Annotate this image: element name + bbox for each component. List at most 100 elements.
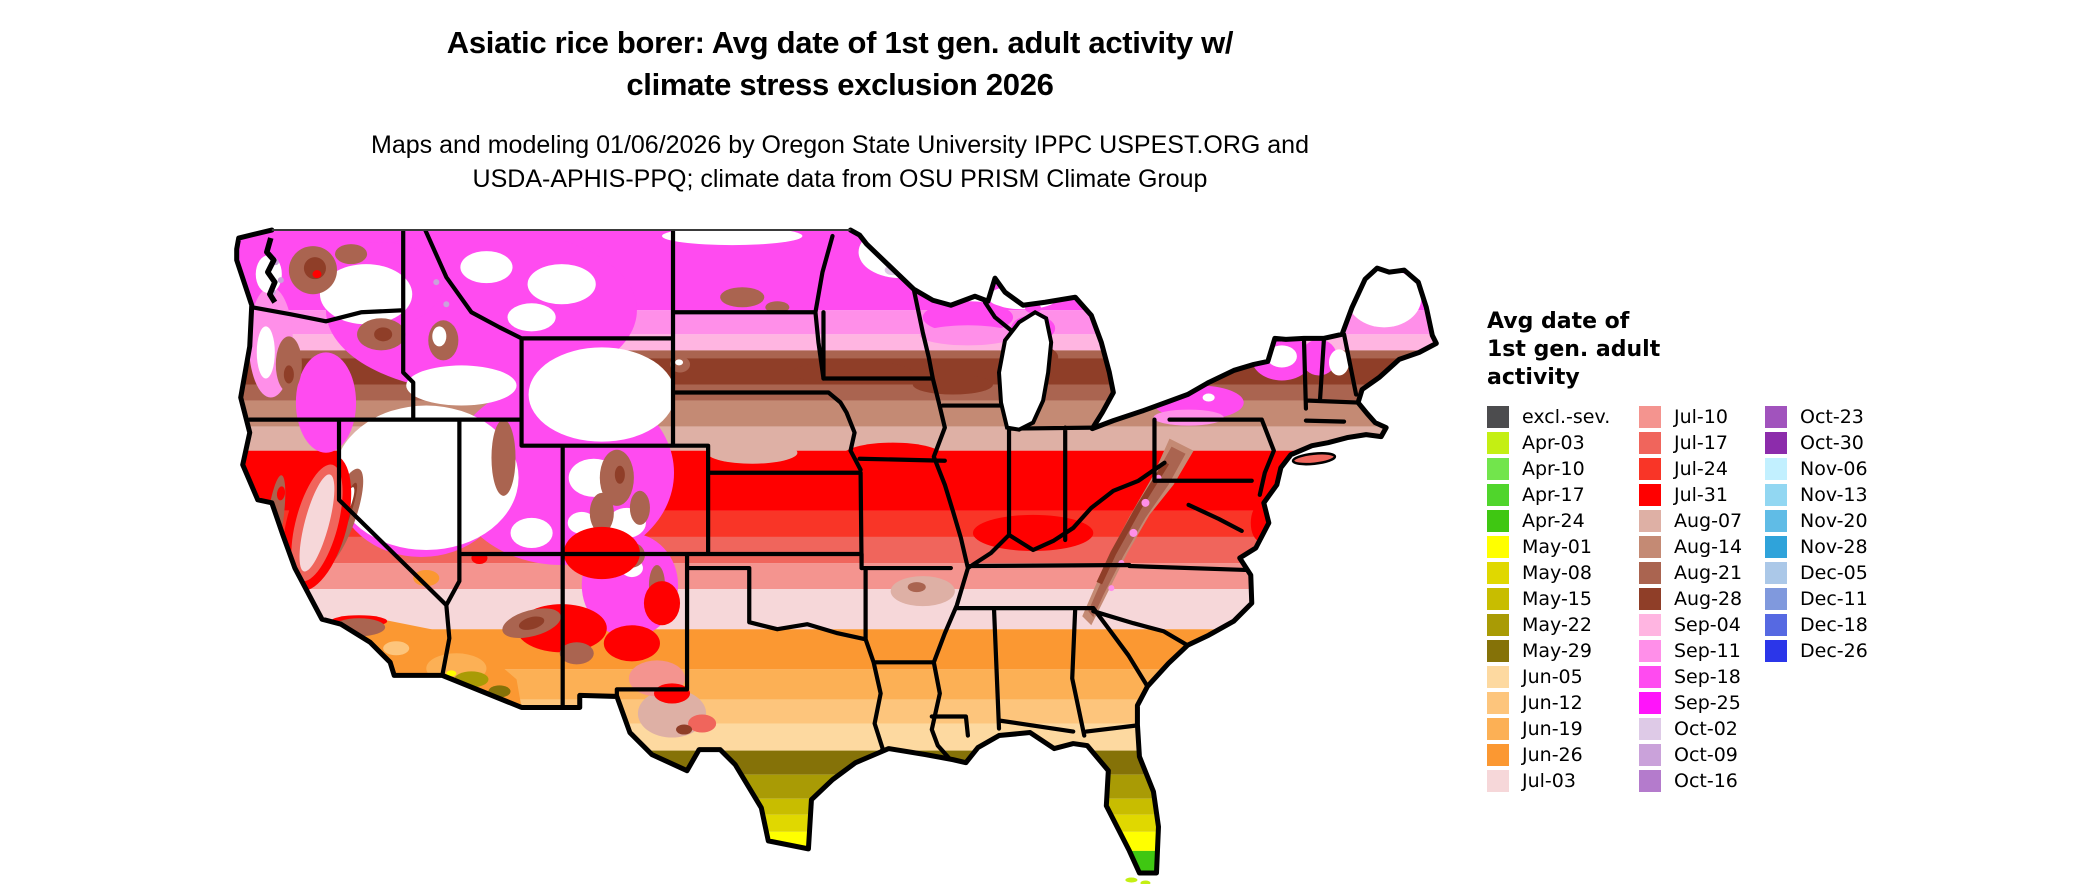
legend-swatch: [1487, 718, 1509, 740]
legend-swatch: [1487, 588, 1509, 610]
legend-swatch: [1765, 536, 1787, 558]
legend-item: Nov-13: [1765, 482, 1905, 508]
legend-item: Nov-20: [1765, 508, 1905, 534]
legend-label: Aug-07: [1674, 510, 1743, 532]
legend-swatch: [1487, 666, 1509, 688]
legend-label: Sep-25: [1674, 692, 1741, 714]
legend-label: Sep-11: [1674, 640, 1741, 662]
legend-column-1: excl.-sev. Apr-03 Apr-10 Apr-17 Apr-24 May-01…: [1487, 404, 1639, 794]
legend-swatch: [1639, 614, 1661, 636]
legend-label: Oct-09: [1674, 744, 1738, 766]
islands: [1125, 452, 1337, 884]
legend-swatch: [1639, 640, 1661, 662]
legend-item: Dec-26: [1765, 638, 1905, 664]
legend-swatch: [1639, 692, 1661, 714]
legend-item: May-01: [1487, 534, 1639, 560]
legend-swatch: [1765, 640, 1787, 662]
figure-subtitle: Maps and modeling 01/06/2026 by Oregon S…: [0, 128, 1680, 196]
legend-item: Dec-18: [1765, 612, 1905, 638]
legend-label: Jul-17: [1674, 432, 1728, 454]
legend-swatch: [1639, 562, 1661, 584]
legend-item: Aug-28: [1639, 586, 1765, 612]
legend-item: Nov-06: [1765, 456, 1905, 482]
legend-swatch: [1639, 406, 1661, 428]
legend-title-line: Avg date of: [1487, 309, 1630, 334]
legend-item: May-29: [1487, 638, 1639, 664]
legend-swatch: [1639, 718, 1661, 740]
legend-swatch: [1765, 562, 1787, 584]
legend-swatch: [1487, 640, 1509, 662]
legend-label: May-29: [1522, 640, 1592, 662]
legend-swatch: [1765, 484, 1787, 506]
legend-item: Jun-19: [1487, 716, 1639, 742]
figure-header: Asiatic rice borer: Avg date of 1st gen.…: [0, 0, 1680, 196]
puget-sound: [264, 237, 278, 304]
legend-swatch: [1487, 744, 1509, 766]
legend-label: May-08: [1522, 562, 1592, 584]
legend-label: Apr-03: [1522, 432, 1585, 454]
legend-item: Apr-10: [1487, 456, 1639, 482]
legend-item: Sep-25: [1639, 690, 1765, 716]
legend-swatch: [1639, 536, 1661, 558]
florida-keys: [1125, 877, 1138, 883]
legend-item: Aug-07: [1639, 508, 1765, 534]
legend-label: Sep-04: [1674, 614, 1741, 636]
legend-item: Nov-28: [1765, 534, 1905, 560]
legend-swatch: [1639, 744, 1661, 766]
legend-title-line: 1st gen. adult: [1487, 337, 1661, 362]
legend-label: Jul-10: [1674, 406, 1728, 428]
legend-label: Sep-18: [1674, 666, 1741, 688]
legend-label: Dec-05: [1800, 562, 1868, 584]
legend-item: Jul-31: [1639, 482, 1765, 508]
legend-label: Dec-11: [1800, 588, 1868, 610]
legend-label: May-15: [1522, 588, 1592, 610]
legend-label: Nov-06: [1800, 458, 1868, 480]
legend-item: May-15: [1487, 586, 1639, 612]
state-borders: [247, 230, 1361, 767]
us-map-svg: [234, 227, 1439, 884]
legend-swatch: [1487, 432, 1509, 454]
legend-item: Oct-02: [1639, 716, 1765, 742]
legend-swatch: [1639, 510, 1661, 532]
legend-swatch: [1639, 588, 1661, 610]
legend-swatch: [1487, 614, 1509, 636]
legend-swatch: [1639, 458, 1661, 480]
legend-label: Aug-21: [1674, 562, 1743, 584]
legend-swatch: [1487, 484, 1509, 506]
legend-label: Oct-02: [1674, 718, 1738, 740]
legend-swatch: [1487, 510, 1509, 532]
legend-swatch: [1765, 432, 1787, 454]
legend-item: Jun-05: [1487, 664, 1639, 690]
legend-label: Aug-28: [1674, 588, 1743, 610]
legend-item: Dec-05: [1765, 560, 1905, 586]
legend-label: Oct-23: [1800, 406, 1864, 428]
legend-label: Oct-16: [1674, 770, 1738, 792]
legend-item: Jun-12: [1487, 690, 1639, 716]
legend-item: Oct-23: [1765, 404, 1905, 430]
great-lakes: [264, 237, 1054, 432]
subtitle-line-2: USDA-APHIS-PPQ; climate data from OSU PR…: [472, 165, 1208, 193]
legend-item: Dec-11: [1765, 586, 1905, 612]
legend-item: Oct-16: [1639, 768, 1765, 794]
legend-label: Jun-26: [1522, 744, 1583, 766]
legend-swatch: [1765, 510, 1787, 532]
legend-item: May-08: [1487, 560, 1639, 586]
legend-label: May-22: [1522, 614, 1592, 636]
legend-swatch: [1487, 406, 1509, 428]
legend-item: Sep-11: [1639, 638, 1765, 664]
legend-label: Jul-03: [1522, 770, 1576, 792]
legend-label: Apr-24: [1522, 510, 1585, 532]
legend-item: Aug-21: [1639, 560, 1765, 586]
legend-title-line: activity: [1487, 365, 1580, 390]
page-title: Asiatic rice borer: Avg date of 1st gen.…: [0, 22, 1680, 106]
legend-item: Apr-24: [1487, 508, 1639, 534]
legend-label: Jun-19: [1522, 718, 1583, 740]
legend-swatch: [1639, 666, 1661, 688]
legend-swatch: [1639, 432, 1661, 454]
legend-item: Oct-30: [1765, 430, 1905, 456]
legend-item: Jul-10: [1639, 404, 1765, 430]
legend-swatch: [1639, 770, 1661, 792]
legend-label: Aug-14: [1674, 536, 1743, 558]
legend-item: Jul-17: [1639, 430, 1765, 456]
legend-label: Jul-24: [1674, 458, 1728, 480]
